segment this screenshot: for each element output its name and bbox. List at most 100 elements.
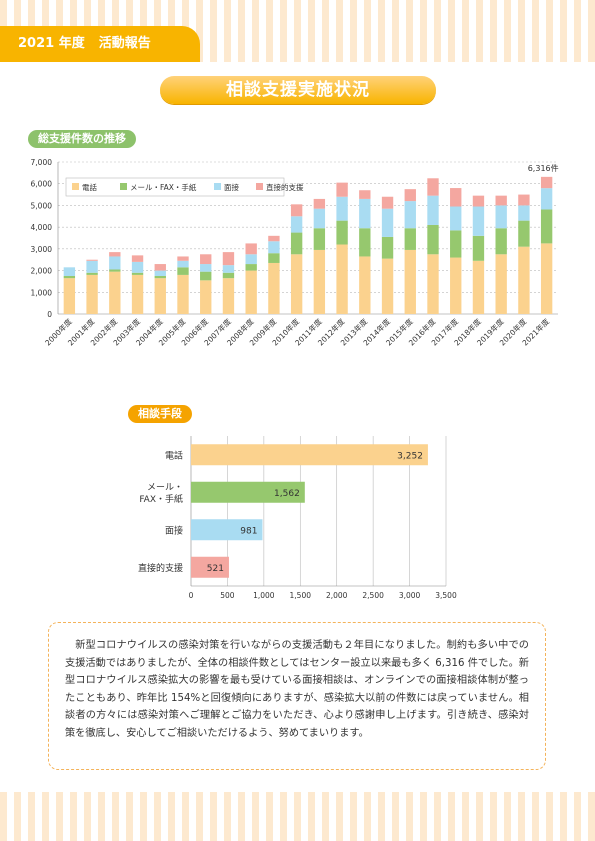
x-tick-label: 2,000: [326, 591, 348, 600]
category-label: 面接: [165, 524, 183, 536]
chart-legend: 電話 メール・FAX・手紙 面接 直接的支援: [65, 177, 304, 197]
bar-segment: [427, 195, 439, 225]
bar-segment: [131, 274, 144, 314]
bar-segment: [518, 194, 530, 206]
bar-segment: [109, 252, 121, 257]
x-tick-label: 500: [220, 591, 235, 600]
bar-segment: [495, 205, 507, 229]
category-label-line: 面接: [165, 524, 183, 536]
bar-value-label: 1,562: [274, 489, 300, 499]
bar-segment: [518, 205, 530, 221]
bar-segment: [518, 220, 530, 247]
bar-segment: [540, 209, 553, 244]
bar-segment: [381, 258, 394, 314]
category-label-line: FAX・手紙: [139, 493, 183, 505]
bar-segment: [313, 208, 326, 229]
bar-segment: [63, 267, 76, 276]
x-tick-label: 0: [189, 591, 194, 600]
trend-section-title: 総支援件数の推移: [28, 130, 136, 148]
bar: [191, 519, 263, 541]
bar-segment: [359, 228, 371, 257]
legend-swatch: [72, 183, 79, 190]
category-label: メール・ FAX・手紙: [139, 483, 183, 505]
y-tick-label: 0: [47, 310, 52, 319]
bar-segment: [86, 259, 98, 261]
bar-segment: [131, 255, 144, 262]
description-textbox: 新型コロナウイルスの感染対策を行いながらの支援活動も２年目になりました。制約も多…: [48, 622, 546, 770]
bar-segment: [450, 257, 462, 314]
bar: [191, 444, 428, 466]
legend-swatch: [256, 183, 263, 190]
bar-segment: [222, 278, 235, 314]
bar-segment: [381, 208, 394, 237]
bar-segment: [290, 254, 303, 314]
bar-segment: [63, 278, 76, 314]
bar-segment: [381, 236, 394, 259]
trend-chart: 01,0002,0003,0004,0005,0006,0007,0002000…: [31, 158, 559, 348]
bar-segment: [450, 188, 462, 207]
bar-segment: [540, 243, 553, 314]
y-tick-label: 5,000: [31, 201, 53, 210]
bar-segment: [472, 195, 485, 207]
bar-value-label: 521: [207, 564, 224, 574]
bar-segment: [359, 256, 371, 314]
means-chart: 0 500 1,000 1,500 2,000 2,500 3,000 3,500 3,252 電…: [138, 436, 457, 600]
x-tick-label: 1,000: [253, 591, 275, 600]
description-text: 新型コロナウイルスの感染対策を行いながらの支援活動も２年目になりました。制約も多…: [65, 640, 529, 739]
y-tick-label: 7,000: [31, 158, 53, 167]
bar-segment: [245, 264, 257, 271]
bar-segment: [131, 261, 144, 273]
bar-segment: [472, 235, 485, 261]
bar-segment: [154, 270, 166, 276]
legend-swatch: [120, 183, 127, 190]
category-label-line: メール・: [147, 483, 183, 493]
bar: [191, 481, 305, 503]
y-tick-label: 6,000: [31, 180, 53, 189]
bar-segment: [450, 206, 462, 231]
bar-segment: [472, 260, 485, 314]
y-tick-label: 4,000: [31, 223, 53, 232]
bar-segment: [245, 254, 257, 265]
bar-segment: [268, 262, 280, 314]
bar-segment: [540, 188, 553, 210]
bottom-stripe-background: [0, 792, 595, 841]
bar-segment: [177, 267, 189, 275]
bar-segment: [268, 235, 280, 242]
category-label-line: 電話: [165, 449, 183, 461]
means-section-title: 相談手段: [128, 405, 192, 423]
bar-segment: [290, 232, 303, 255]
bar-segment: [427, 254, 439, 314]
legend-swatch: [214, 183, 221, 190]
legend-label: 直接的支援: [266, 182, 304, 192]
bar-segment: [313, 228, 326, 250]
page-title: 相談支援実施状況: [160, 76, 436, 104]
bar-segment: [313, 249, 326, 314]
bar-value-label: 981: [240, 526, 257, 536]
bar-segment: [336, 244, 348, 314]
x-tick-label: 3,000: [399, 591, 421, 600]
category-label-line: 直接的支援: [138, 562, 183, 574]
bar-segment: [86, 260, 98, 273]
bar-segment: [154, 278, 166, 314]
bar-segment: [427, 224, 439, 255]
bar: [191, 556, 229, 578]
bar-segment: [540, 176, 553, 189]
bar-segment: [450, 230, 462, 258]
bar-segment: [177, 256, 189, 261]
x-tick-label: 1,500: [290, 591, 312, 600]
bar-segment: [154, 264, 166, 271]
bar-segment: [268, 241, 280, 254]
header-tab: 2021 年度 活動報告: [0, 26, 200, 62]
x-tick-label: 2,500: [362, 591, 384, 600]
total-annotation: 6,316件: [528, 163, 559, 173]
bar-segment: [495, 254, 507, 314]
bar-segment: [495, 195, 507, 206]
bar-segment: [336, 196, 348, 221]
bar-segment: [495, 228, 507, 255]
bar-segment: [359, 190, 371, 199]
category-label: 直接的支援: [138, 562, 183, 574]
bar-segment: [336, 220, 348, 245]
bar-segment: [200, 271, 212, 281]
bar-segment: [268, 253, 280, 263]
bar-segment: [245, 243, 257, 255]
